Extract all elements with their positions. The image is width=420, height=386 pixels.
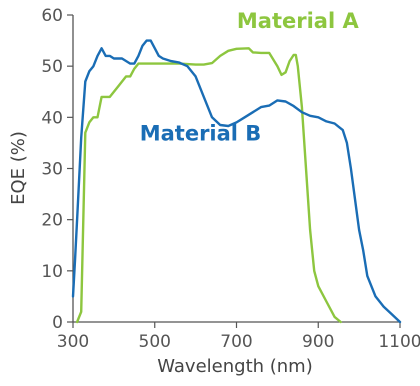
material-a-label: Material A [237,9,360,33]
y-tick-label: 30 [41,160,63,180]
x-axis-title: Wavelength (nm) [157,356,313,377]
y-axis-ticks: 0 10 20 30 40 50 60 [41,6,73,333]
material-a-line [75,47,342,324]
series-annotations: Material A Material B [140,9,360,146]
data-series [71,39,402,324]
x-tick-label: 500 [139,332,171,352]
y-tick-label: 60 [41,6,63,26]
y-axis-title: EQE (%) [8,131,29,205]
x-tick-label: 1100 [378,332,420,352]
y-tick-label: 10 [41,262,63,282]
x-tick-label: 900 [302,332,334,352]
y-tick-label: 20 [41,211,63,231]
material-b-line [71,39,402,324]
y-tick-label: 0 [52,313,63,333]
y-tick-label: 40 [41,108,63,128]
material-b-label: Material B [140,121,262,145]
x-axis-ticks: 300 500 700 900 1100 [57,322,420,352]
x-tick-label: 700 [220,332,252,352]
y-tick-label: 50 [41,57,63,77]
x-tick-label: 300 [57,332,89,352]
